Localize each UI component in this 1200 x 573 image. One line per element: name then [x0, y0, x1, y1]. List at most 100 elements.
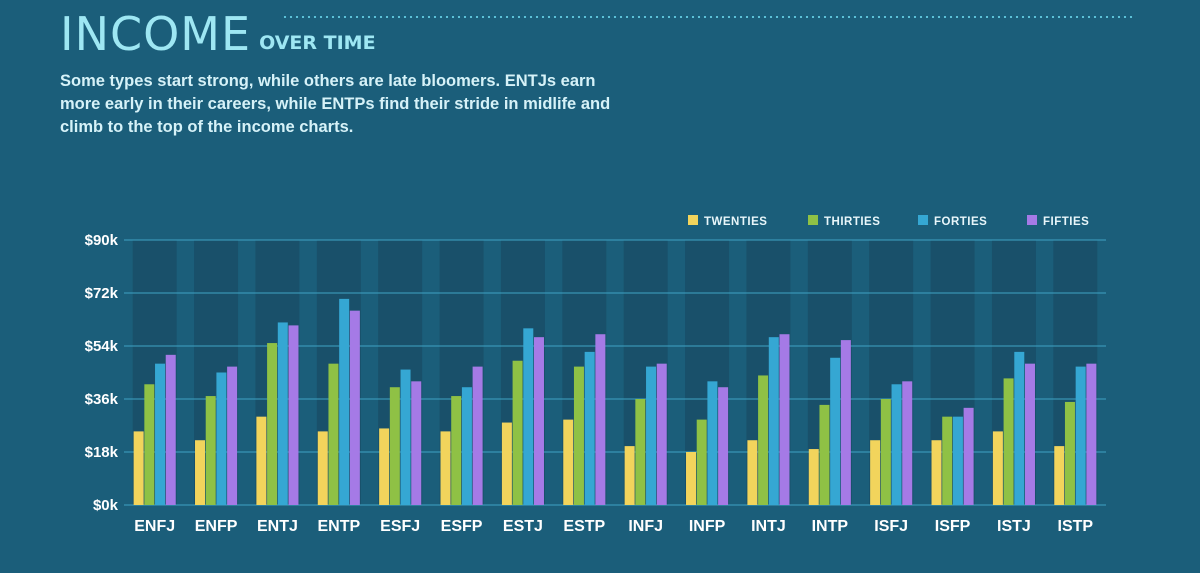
y-tick-label: $72k — [85, 285, 119, 302]
bar-fifties — [411, 381, 422, 505]
legend-label: TWENTIES — [704, 216, 767, 228]
bar-forties — [1075, 366, 1086, 505]
x-tick-label: INTP — [812, 518, 849, 535]
bar-thirties — [696, 419, 707, 505]
bar-fifties — [718, 387, 729, 505]
x-tick-label: ESFJ — [380, 518, 420, 535]
bar-forties — [646, 366, 657, 505]
bar-fifties — [1024, 363, 1035, 505]
bar-twenties — [379, 428, 390, 505]
bar-forties — [584, 351, 595, 505]
x-tick-label: ESFP — [441, 518, 483, 535]
x-tick-label: ENFJ — [134, 518, 175, 535]
bar-forties — [277, 322, 288, 505]
bar-thirties — [144, 384, 155, 505]
bar-fifties — [902, 381, 913, 505]
x-tick-label: ISTP — [1058, 518, 1094, 535]
bar-thirties — [328, 363, 339, 505]
x-tick-label: ENTJ — [257, 518, 298, 535]
legend-swatch — [918, 215, 928, 225]
bar-forties — [216, 372, 227, 505]
bar-thirties — [267, 343, 278, 505]
bar-fifties — [595, 334, 606, 505]
bar-forties — [952, 416, 963, 505]
bar-forties — [339, 298, 350, 505]
bar-fifties — [779, 334, 790, 505]
bar-twenties — [624, 446, 635, 505]
x-tick-label: INFP — [689, 518, 726, 535]
bar-forties — [461, 387, 472, 505]
bar-fifties — [840, 340, 851, 505]
bar-thirties — [451, 396, 462, 505]
x-tick-label: ESTJ — [503, 518, 543, 535]
bar-thirties — [758, 375, 769, 505]
bar-twenties — [563, 419, 574, 505]
bar-thirties — [205, 396, 216, 505]
bar-twenties — [686, 452, 697, 505]
bar-forties — [768, 337, 779, 505]
bar-twenties — [133, 431, 144, 505]
bar-thirties — [819, 404, 830, 505]
subtitle: Some types start strong, while others ar… — [60, 72, 611, 136]
bar-thirties — [942, 416, 953, 505]
x-tick-label: ENTP — [317, 518, 360, 535]
bar-twenties — [1054, 446, 1065, 505]
bar-twenties — [195, 440, 206, 505]
bar-forties — [523, 328, 534, 505]
bar-twenties — [440, 431, 451, 505]
title-divider — [282, 16, 1136, 18]
legend-swatch — [1027, 215, 1037, 225]
bar-twenties — [992, 431, 1003, 505]
bar-thirties — [512, 360, 523, 505]
bar-fifties — [1086, 363, 1097, 505]
bar-thirties — [1064, 401, 1075, 505]
bar-forties — [891, 384, 902, 505]
legend-label: THIRTIES — [824, 216, 880, 228]
bar-thirties — [880, 399, 891, 505]
y-tick-label: $36k — [85, 391, 119, 408]
bar-thirties — [389, 387, 400, 505]
x-tick-label: INFJ — [628, 518, 663, 535]
bar-fifties — [656, 363, 667, 505]
bar-thirties — [1003, 378, 1014, 505]
bar-twenties — [747, 440, 758, 505]
title-row: INCOME OVER TIME — [60, 8, 1140, 60]
legend-swatch — [808, 215, 818, 225]
x-tick-label: ENFP — [195, 518, 238, 535]
x-tick-label: ISFJ — [874, 518, 908, 535]
bar-twenties — [317, 431, 328, 505]
y-tick-label: $90k — [85, 232, 119, 249]
x-tick-label: ISFP — [935, 518, 971, 535]
bar-forties — [1014, 351, 1025, 505]
x-tick-label: ESTP — [563, 518, 605, 535]
bar-forties — [707, 381, 718, 505]
legend-label: FORTIES — [934, 216, 987, 228]
bar-twenties — [501, 422, 512, 505]
bar-fifties — [533, 337, 544, 505]
y-tick-label: $18k — [85, 444, 119, 461]
y-tick-label: $0k — [93, 497, 119, 514]
bar-fifties — [165, 354, 176, 505]
page-title: INCOME — [60, 7, 252, 61]
bar-fifties — [227, 366, 238, 505]
bar-twenties — [256, 416, 267, 505]
legend-swatch — [688, 215, 698, 225]
bar-forties — [400, 369, 411, 505]
x-tick-label: ISTJ — [997, 518, 1031, 535]
bar-fifties — [288, 325, 299, 505]
bar-forties — [155, 363, 166, 505]
bar-twenties — [808, 449, 819, 505]
bar-thirties — [573, 366, 584, 505]
bar-twenties — [931, 440, 942, 505]
y-tick-label: $54k — [85, 338, 119, 355]
bar-thirties — [635, 399, 646, 505]
legend-label: FIFTIES — [1043, 216, 1089, 228]
bar-twenties — [870, 440, 881, 505]
bar-fifties — [963, 407, 974, 505]
bar-fifties — [349, 310, 360, 505]
x-tick-label: INTJ — [751, 518, 786, 535]
header: INCOME OVER TIME Some types start strong… — [60, 8, 1140, 139]
bar-fifties — [472, 366, 483, 505]
bar-forties — [830, 357, 841, 505]
